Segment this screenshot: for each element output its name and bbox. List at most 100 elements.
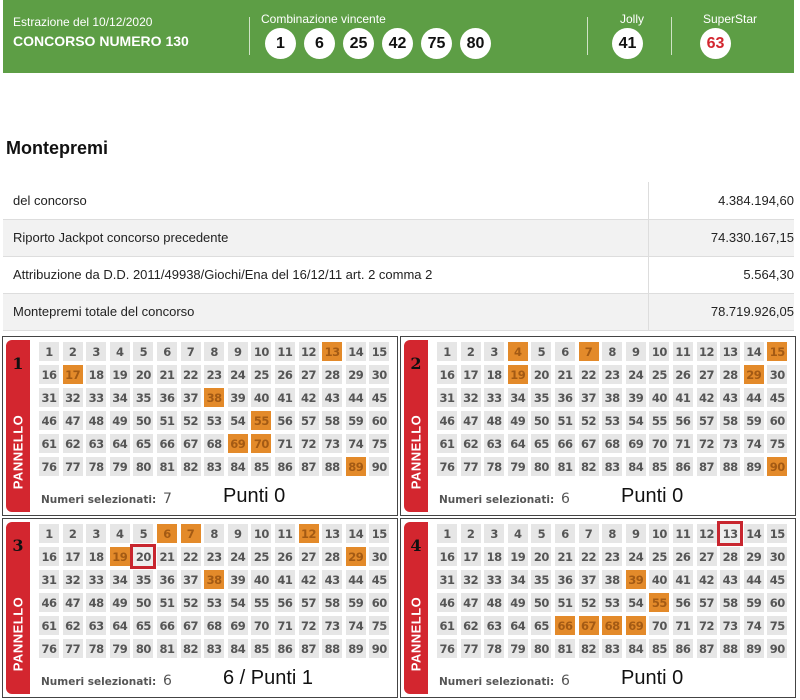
number-cell-73[interactable]: 73 — [322, 434, 343, 453]
number-cell-14[interactable]: 14 — [345, 524, 366, 543]
number-cell-47[interactable]: 47 — [460, 593, 481, 612]
number-cell-39[interactable]: 39 — [625, 388, 646, 407]
number-cell-18[interactable]: 18 — [484, 365, 505, 384]
number-cell-67[interactable]: 67 — [180, 434, 201, 453]
number-cell-40[interactable]: 40 — [649, 388, 670, 407]
number-cell-13[interactable]: 13 — [720, 342, 741, 361]
number-cell-4[interactable]: 4 — [507, 524, 528, 543]
number-cell-27[interactable]: 27 — [298, 365, 319, 384]
number-cell-84[interactable]: 84 — [227, 639, 248, 658]
number-cell-81[interactable]: 81 — [156, 457, 177, 476]
number-cell-73[interactable]: 73 — [720, 616, 741, 635]
number-cell-33[interactable]: 33 — [86, 388, 107, 407]
number-cell-80[interactable]: 80 — [531, 639, 552, 658]
number-cell-49[interactable]: 49 — [109, 411, 130, 430]
number-cell-56[interactable]: 56 — [672, 411, 693, 430]
number-cell-71[interactable]: 71 — [672, 616, 693, 635]
number-cell-35[interactable]: 35 — [133, 570, 154, 589]
number-cell-72[interactable]: 72 — [696, 434, 717, 453]
number-cell-23[interactable]: 23 — [602, 547, 623, 566]
number-cell-86[interactable]: 86 — [672, 639, 693, 658]
number-cell-7[interactable]: 7 — [578, 342, 599, 361]
number-cell-17[interactable]: 17 — [62, 547, 83, 566]
number-cell-52[interactable]: 52 — [180, 411, 201, 430]
number-cell-45[interactable]: 45 — [767, 388, 788, 407]
number-cell-71[interactable]: 71 — [274, 434, 295, 453]
number-cell-14[interactable]: 14 — [743, 342, 764, 361]
number-cell-20[interactable]: 20 — [133, 365, 154, 384]
number-cell-76[interactable]: 76 — [437, 639, 457, 658]
number-cell-89[interactable]: 89 — [345, 639, 366, 658]
number-cell-87[interactable]: 87 — [696, 639, 717, 658]
number-cell-57[interactable]: 57 — [298, 593, 319, 612]
number-cell-89[interactable]: 89 — [345, 457, 366, 476]
number-cell-38[interactable]: 38 — [204, 388, 225, 407]
number-cell-21[interactable]: 21 — [156, 365, 177, 384]
number-cell-78[interactable]: 78 — [86, 457, 107, 476]
number-cell-21[interactable]: 21 — [156, 547, 177, 566]
number-cell-37[interactable]: 37 — [180, 570, 201, 589]
number-cell-88[interactable]: 88 — [322, 639, 343, 658]
number-cell-85[interactable]: 85 — [649, 457, 670, 476]
number-cell-71[interactable]: 71 — [274, 616, 295, 635]
number-cell-37[interactable]: 37 — [578, 388, 599, 407]
number-cell-7[interactable]: 7 — [180, 524, 201, 543]
number-cell-26[interactable]: 26 — [672, 547, 693, 566]
number-cell-29[interactable]: 29 — [743, 547, 764, 566]
number-cell-83[interactable]: 83 — [204, 639, 225, 658]
number-cell-71[interactable]: 71 — [672, 434, 693, 453]
number-cell-22[interactable]: 22 — [180, 365, 201, 384]
number-cell-74[interactable]: 74 — [345, 616, 366, 635]
number-cell-39[interactable]: 39 — [625, 570, 646, 589]
number-cell-1[interactable]: 1 — [437, 524, 457, 543]
number-cell-31[interactable]: 31 — [39, 388, 59, 407]
number-cell-21[interactable]: 21 — [554, 547, 575, 566]
number-cell-62[interactable]: 62 — [460, 434, 481, 453]
number-cell-25[interactable]: 25 — [649, 547, 670, 566]
number-cell-86[interactable]: 86 — [274, 457, 295, 476]
number-cell-12[interactable]: 12 — [298, 342, 319, 361]
number-cell-69[interactable]: 69 — [625, 434, 646, 453]
number-cell-16[interactable]: 16 — [437, 365, 457, 384]
number-cell-87[interactable]: 87 — [298, 639, 319, 658]
number-cell-20[interactable]: 20 — [130, 544, 157, 569]
number-cell-78[interactable]: 78 — [484, 457, 505, 476]
number-cell-48[interactable]: 48 — [484, 411, 505, 430]
number-cell-36[interactable]: 36 — [554, 570, 575, 589]
number-cell-74[interactable]: 74 — [743, 434, 764, 453]
number-cell-70[interactable]: 70 — [649, 616, 670, 635]
number-cell-11[interactable]: 11 — [274, 342, 295, 361]
number-cell-29[interactable]: 29 — [345, 365, 366, 384]
number-cell-49[interactable]: 49 — [507, 411, 528, 430]
number-cell-38[interactable]: 38 — [602, 388, 623, 407]
number-cell-30[interactable]: 30 — [369, 365, 390, 384]
number-cell-44[interactable]: 44 — [345, 388, 366, 407]
number-cell-75[interactable]: 75 — [369, 616, 390, 635]
number-cell-68[interactable]: 68 — [602, 616, 623, 635]
number-cell-10[interactable]: 10 — [649, 524, 670, 543]
number-cell-51[interactable]: 51 — [156, 411, 177, 430]
number-cell-6[interactable]: 6 — [554, 342, 575, 361]
number-cell-81[interactable]: 81 — [156, 639, 177, 658]
number-cell-5[interactable]: 5 — [133, 524, 154, 543]
number-cell-48[interactable]: 48 — [86, 411, 107, 430]
number-cell-64[interactable]: 64 — [507, 434, 528, 453]
number-cell-70[interactable]: 70 — [251, 434, 272, 453]
number-cell-19[interactable]: 19 — [109, 365, 130, 384]
number-cell-10[interactable]: 10 — [251, 524, 272, 543]
number-cell-28[interactable]: 28 — [720, 365, 741, 384]
number-cell-41[interactable]: 41 — [274, 570, 295, 589]
number-cell-46[interactable]: 46 — [39, 593, 59, 612]
number-cell-43[interactable]: 43 — [322, 570, 343, 589]
number-cell-77[interactable]: 77 — [62, 639, 83, 658]
number-cell-44[interactable]: 44 — [743, 388, 764, 407]
number-cell-7[interactable]: 7 — [578, 524, 599, 543]
number-cell-36[interactable]: 36 — [156, 388, 177, 407]
number-cell-61[interactable]: 61 — [39, 434, 59, 453]
number-cell-73[interactable]: 73 — [720, 434, 741, 453]
number-cell-9[interactable]: 9 — [227, 342, 248, 361]
number-cell-61[interactable]: 61 — [437, 616, 457, 635]
number-cell-18[interactable]: 18 — [86, 547, 107, 566]
number-cell-11[interactable]: 11 — [672, 524, 693, 543]
number-cell-50[interactable]: 50 — [133, 593, 154, 612]
